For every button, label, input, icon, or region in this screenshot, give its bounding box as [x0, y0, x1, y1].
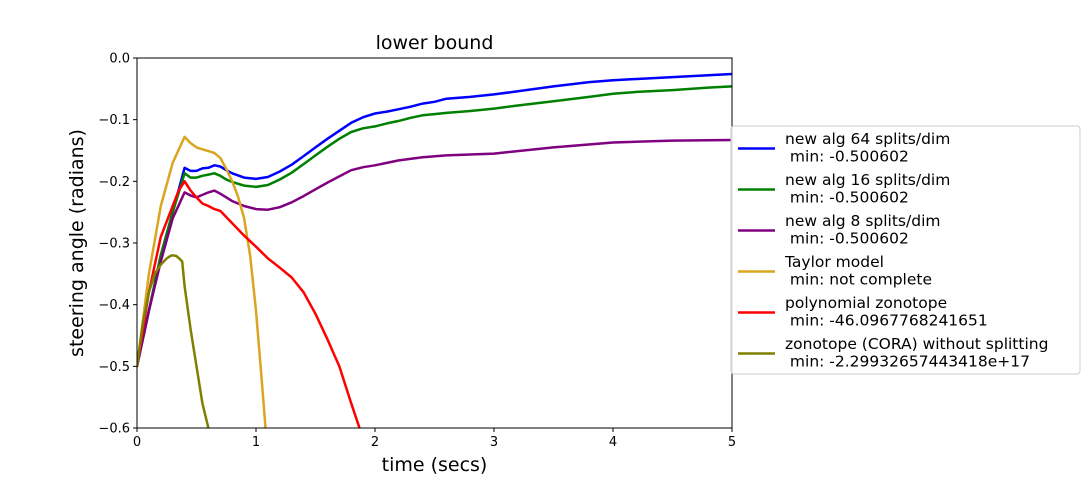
y-tick-label: −0.4 [98, 298, 130, 313]
legend-min-1: min: -0.500602 [785, 148, 909, 166]
series-layer [137, 72, 732, 428]
legend-frame [730, 125, 1081, 375]
y-tick-label: −0.1 [98, 113, 130, 128]
series-line-6 [137, 254, 210, 428]
x-axis-label: time (secs) [382, 454, 488, 476]
series-line-5 [137, 180, 361, 428]
legend-label-6: zonotope (CORA) without splitting [785, 335, 1048, 353]
x-tick-label: 1 [252, 435, 260, 450]
y-tick-label: 0.0 [109, 52, 130, 67]
x-tick-label: 5 [728, 435, 736, 450]
legend-min-6: min: -2.29932657443418e+17 [785, 353, 1030, 371]
series-line-2 [137, 85, 732, 368]
legend-label-3: new alg 8 splits/dim [785, 212, 940, 230]
legend-label-2: new alg 16 splits/dim [785, 171, 950, 189]
series-line-3 [137, 138, 732, 368]
chart-title: lower bound [376, 32, 494, 54]
legend-min-2: min: -0.500602 [785, 189, 909, 207]
legend-label-5: polynomial zonotope [785, 294, 947, 312]
x-tick-label: 4 [609, 435, 617, 450]
y-axis-label: steering angle (radians) [66, 129, 88, 357]
legend-label-4: Taylor model [784, 253, 884, 271]
legend-min-5: min: -46.0967768241651 [785, 312, 988, 330]
y-tick-label: −0.5 [98, 360, 130, 375]
y-tick-label: −0.3 [98, 237, 130, 252]
x-tick-label: 0 [133, 435, 141, 450]
series-line-4 [137, 135, 267, 428]
y-axis: 0.0 −0.1 −0.2 −0.3 −0.4 −0.5 −0.6 [98, 52, 137, 437]
x-tick-label: 2 [371, 435, 379, 450]
legend: new alg 64 splits/dim min: -0.500602new … [730, 125, 1081, 375]
legend-min-3: min: -0.500602 [785, 230, 909, 248]
y-tick-label: −0.6 [98, 422, 130, 437]
legend-label-1: new alg 64 splits/dim [785, 130, 950, 148]
legend-min-4: min: not complete [785, 271, 932, 289]
x-tick-label: 3 [490, 435, 498, 450]
y-tick-label: −0.2 [98, 175, 130, 190]
x-axis: 0 1 2 3 4 5 [133, 428, 736, 450]
series-line-1 [137, 72, 732, 368]
